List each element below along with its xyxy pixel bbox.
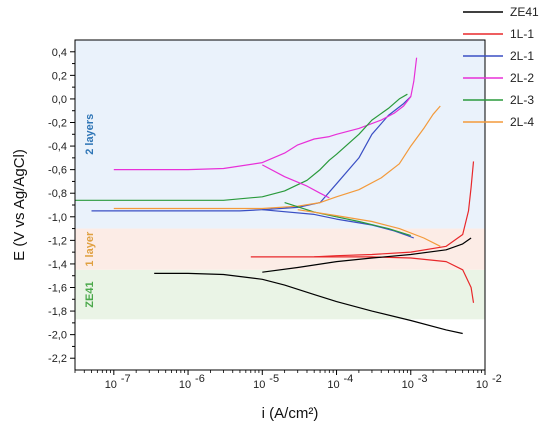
y-tick-label: 0,2	[52, 70, 67, 82]
y-tick-label: -0,4	[48, 141, 67, 153]
y-tick-label: -1,6	[48, 283, 67, 295]
x-tick-label: 10	[476, 379, 488, 391]
y-tick-label: -1,4	[48, 259, 67, 271]
branch-ze41	[262, 237, 472, 273]
y-tick-label: 0,4	[52, 47, 67, 59]
band-label-1-layer: 1 layer	[84, 231, 96, 267]
x-tick-exponent: -2	[492, 373, 502, 385]
x-axis-ticks: 10 -7 10 -6 10 -5 10 -4 10 -3 10 -2	[74, 370, 502, 391]
legend-label-ze41: ZE41	[510, 5, 539, 19]
series-2l-4	[113, 105, 441, 210]
series-2l-3	[75, 93, 408, 201]
x-tick-label: 10	[327, 379, 339, 391]
region-bands	[75, 40, 485, 320]
y-tick-label: 0,0	[52, 94, 67, 106]
legend-label-2l-2: 2L-2	[510, 71, 534, 85]
band-1-layer	[75, 228, 485, 270]
y-tick-label: -1,8	[48, 306, 67, 318]
y-tick-label: -2,0	[48, 330, 67, 342]
y-tick-label: -1,0	[48, 212, 67, 224]
x-tick-label: 10	[253, 379, 265, 391]
branch-2l-3	[284, 202, 411, 237]
band-label-ze41: ZE41	[84, 281, 96, 307]
y-tick-label: -2,2	[48, 353, 67, 365]
x-tick-exponent: -4	[344, 373, 354, 385]
x-tick-label: 10	[105, 379, 117, 391]
y-tick-label: -0,6	[48, 165, 67, 177]
y-axis-ticks: 0,4 0,2 0,0 -0,2 -0,4 -0,6 -0,8 -1,0 -1,2 -1,4 -1,…	[48, 47, 75, 365]
y-tick-label: -1,2	[48, 235, 67, 247]
x-axis-title: i (A/cm²)	[262, 405, 319, 422]
legend-label-2l-3: 2L-3	[510, 93, 534, 107]
series-2l-2	[113, 57, 418, 171]
branch-1l-1	[314, 161, 475, 258]
y-tick-label: -0,2	[48, 118, 67, 130]
legend-label-1l-1: 1L-1	[510, 27, 534, 41]
x-tick-exponent: -5	[269, 373, 279, 385]
x-tick-label: 10	[179, 379, 191, 391]
band-ze41	[75, 269, 485, 320]
legend-label-2l-4: 2L-4	[510, 115, 534, 129]
series-1l-1	[250, 256, 475, 303]
x-tick-label: 10	[402, 379, 414, 391]
band-label-2-layers: 2 layers	[84, 114, 96, 155]
band-labels: 2 layers 1 layer ZE41	[84, 114, 96, 308]
x-tick-exponent: -7	[121, 373, 131, 385]
legend: ZE41 1L-1 2L-1 2L-2 2L-3 2L-4	[463, 5, 539, 129]
series-lines	[75, 57, 475, 335]
y-tick-label: -0,8	[48, 188, 67, 200]
branch-2l-4	[297, 209, 441, 247]
legend-label-2l-1: 2L-1	[510, 49, 534, 63]
x-tick-exponent: -3	[418, 373, 428, 385]
series-ze41	[154, 272, 463, 335]
branch-2l-2	[262, 164, 330, 199]
y-axis-title: E (V vs Ag/AgCl)	[11, 149, 28, 261]
x-tick-exponent: -6	[195, 373, 205, 385]
band-2-layers	[75, 40, 485, 229]
